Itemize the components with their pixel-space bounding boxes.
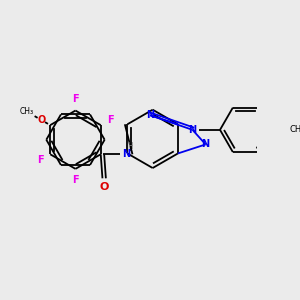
Text: F: F xyxy=(107,115,114,124)
Text: F: F xyxy=(37,155,44,165)
Text: N: N xyxy=(188,125,196,135)
Text: N: N xyxy=(122,149,130,159)
Text: N: N xyxy=(202,140,210,149)
Text: CH₃: CH₃ xyxy=(289,125,300,134)
Text: F: F xyxy=(72,175,79,185)
Text: O: O xyxy=(100,182,109,192)
Text: F: F xyxy=(72,94,79,104)
Text: O: O xyxy=(37,115,45,125)
Text: N: N xyxy=(146,110,154,120)
Text: CH₃: CH₃ xyxy=(20,107,34,116)
Text: H: H xyxy=(127,142,133,151)
